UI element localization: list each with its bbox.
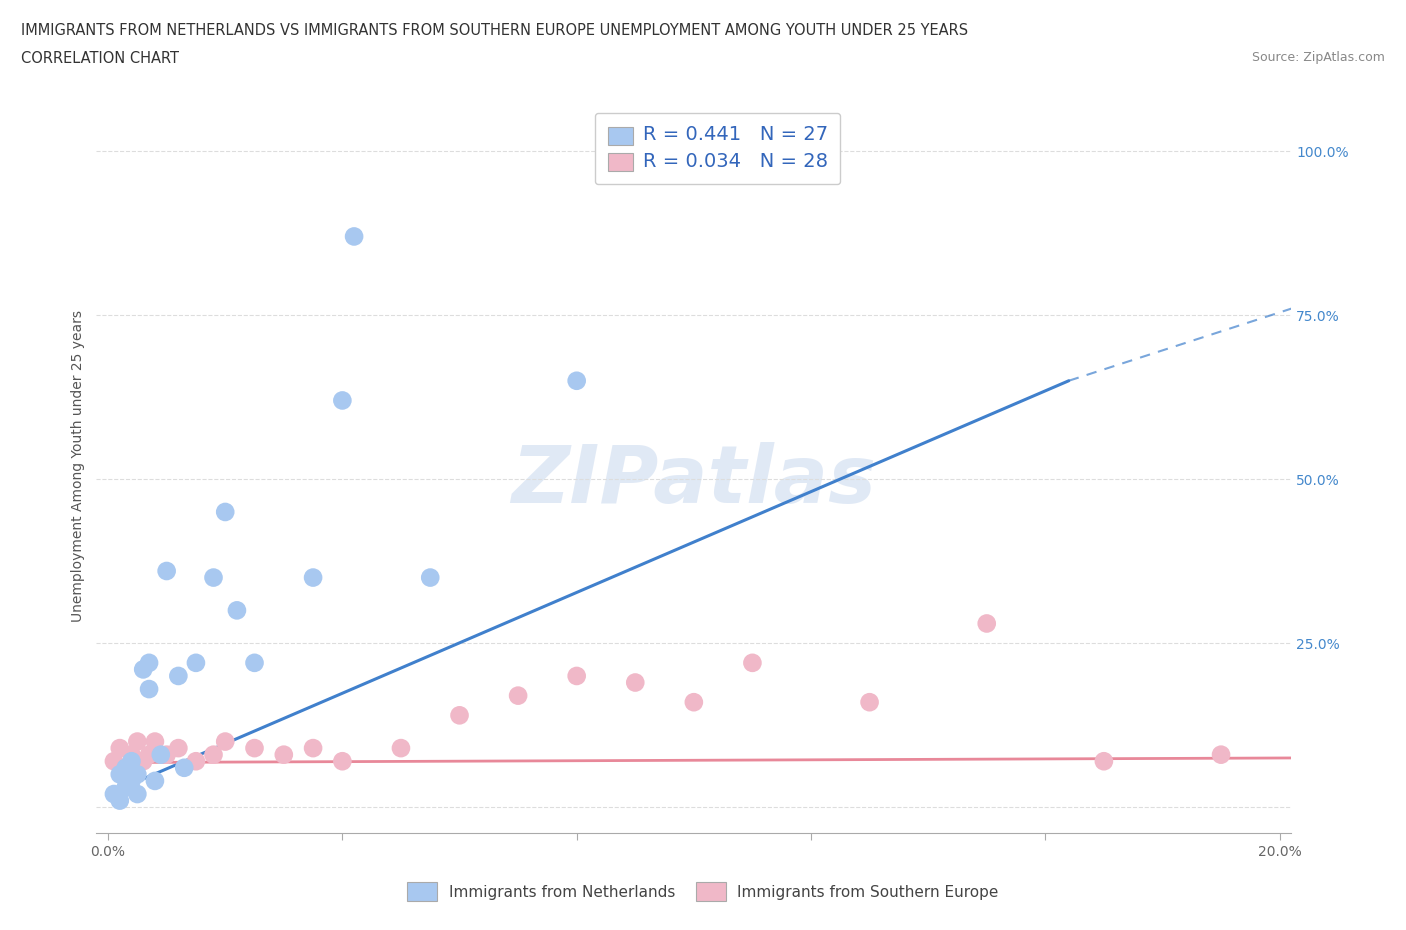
Point <box>156 747 179 762</box>
Point <box>138 682 160 697</box>
Point <box>127 767 149 782</box>
Point <box>624 675 647 690</box>
Point <box>741 656 763 671</box>
Point <box>273 747 295 762</box>
Point <box>449 708 471 723</box>
Text: IMMIGRANTS FROM NETHERLANDS VS IMMIGRANTS FROM SOUTHERN EUROPE UNEMPLOYMENT AMON: IMMIGRANTS FROM NETHERLANDS VS IMMIGRANT… <box>21 23 969 38</box>
Point <box>565 669 588 684</box>
Point <box>114 761 136 776</box>
Point <box>127 734 149 749</box>
Point <box>202 747 225 762</box>
Point <box>132 662 155 677</box>
Point <box>184 656 207 671</box>
Point <box>132 754 155 769</box>
Point <box>506 688 529 703</box>
Point <box>114 780 136 795</box>
Point <box>108 740 131 755</box>
Point <box>138 747 160 762</box>
Text: Source: ZipAtlas.com: Source: ZipAtlas.com <box>1251 51 1385 64</box>
Point <box>976 616 998 631</box>
Point <box>173 761 195 776</box>
Point <box>214 734 236 749</box>
Point <box>121 747 143 762</box>
Point <box>167 740 190 755</box>
Point <box>565 373 588 388</box>
Point <box>302 740 325 755</box>
Point <box>202 570 225 585</box>
Point <box>143 774 166 789</box>
Point <box>243 740 266 755</box>
Point <box>103 787 125 802</box>
Point <box>156 564 179 578</box>
Point <box>419 570 441 585</box>
Point <box>243 656 266 671</box>
Point <box>167 669 190 684</box>
Text: ZIPatlas: ZIPatlas <box>512 442 876 520</box>
Legend: R = 0.441   N = 27, R = 0.034   N = 28: R = 0.441 N = 27, R = 0.034 N = 28 <box>595 113 841 184</box>
Point <box>127 787 149 802</box>
Point <box>858 695 880 710</box>
Point <box>121 754 143 769</box>
Point <box>149 747 172 762</box>
Point <box>114 761 136 776</box>
Point <box>103 754 125 769</box>
Point <box>108 793 131 808</box>
Point <box>1092 754 1115 769</box>
Point <box>143 734 166 749</box>
Y-axis label: Unemployment Among Youth under 25 years: Unemployment Among Youth under 25 years <box>72 310 86 622</box>
Point <box>138 656 160 671</box>
Point <box>389 740 412 755</box>
Point <box>343 229 366 244</box>
Point <box>226 603 249 618</box>
Point <box>1209 747 1232 762</box>
Text: CORRELATION CHART: CORRELATION CHART <box>21 51 179 66</box>
Point <box>682 695 704 710</box>
Point <box>332 754 354 769</box>
Point <box>302 570 325 585</box>
Point <box>108 767 131 782</box>
Point <box>332 393 354 408</box>
Point <box>121 774 143 789</box>
Point <box>214 505 236 520</box>
Legend: Immigrants from Netherlands, Immigrants from Southern Europe: Immigrants from Netherlands, Immigrants … <box>401 875 1005 908</box>
Point <box>184 754 207 769</box>
